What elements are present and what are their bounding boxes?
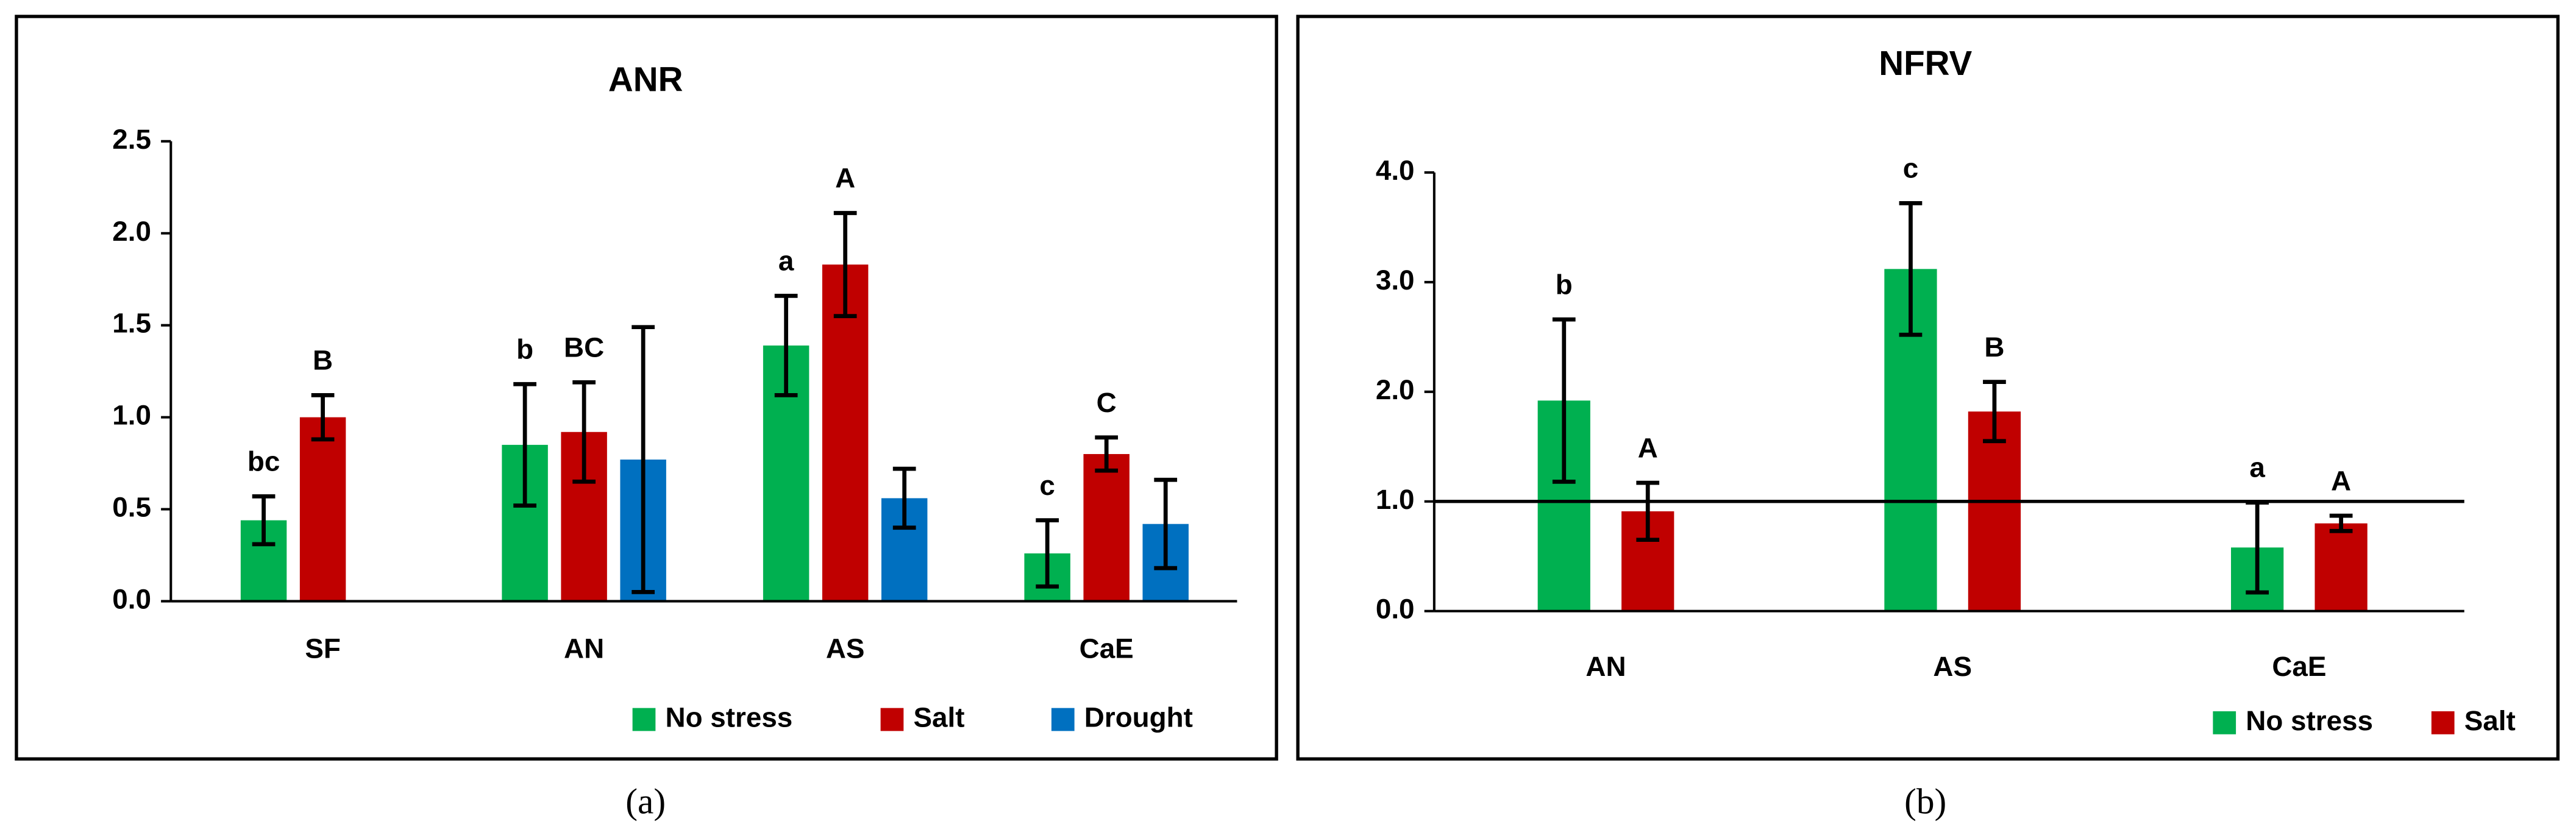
- panel-frame: [1296, 15, 2560, 761]
- y-tick-label: 3.0: [1376, 265, 1415, 296]
- legend-label: Drought: [1084, 702, 1193, 733]
- y-tick-label: 4.0: [1376, 155, 1415, 186]
- x-tick-label: AS: [1933, 651, 1972, 682]
- chart-title: NFRV: [1879, 44, 1972, 82]
- y-tick-label: 0.0: [112, 584, 151, 615]
- significance-letter: c: [1039, 470, 1055, 501]
- y-tick-label: 1.0: [1376, 484, 1415, 515]
- y-tick-label: 2.0: [112, 216, 151, 247]
- legend-swatch: [1051, 708, 1075, 731]
- significance-letter: B: [313, 345, 333, 376]
- bar: [299, 417, 346, 602]
- x-tick-label: AN: [1585, 651, 1626, 682]
- x-tick-label: AS: [826, 633, 865, 664]
- legend-swatch: [632, 708, 656, 731]
- y-tick-label: 2.0: [1376, 374, 1415, 405]
- significance-letter: c: [1903, 153, 1918, 184]
- significance-letter: a: [778, 246, 794, 277]
- x-tick-label: CaE: [2272, 651, 2326, 682]
- legend-swatch: [2431, 711, 2455, 734]
- legend-label: No stress: [666, 702, 793, 733]
- bar: [1083, 453, 1130, 602]
- bar: [822, 265, 869, 602]
- legend-label: Salt: [2464, 705, 2516, 736]
- x-tick-label: CaE: [1080, 633, 1134, 664]
- bar: [2314, 523, 2368, 611]
- significance-letter: b: [516, 333, 533, 364]
- y-tick-label: 2.5: [112, 124, 151, 155]
- y-tick-label: 1.5: [112, 308, 151, 339]
- legend-label: Salt: [914, 702, 965, 733]
- significance-letter: A: [2331, 465, 2351, 496]
- bar: [1968, 411, 2021, 611]
- y-tick-label: 0.5: [112, 492, 151, 523]
- legend-swatch: [880, 708, 904, 731]
- legend-label: No stress: [2246, 705, 2373, 736]
- significance-letter: A: [835, 163, 855, 194]
- chart-title: ANR: [608, 60, 683, 99]
- y-tick-label: 1.0: [112, 400, 151, 431]
- significance-letter: bc: [247, 446, 280, 477]
- significance-letter: a: [2249, 452, 2265, 483]
- caption: (a): [625, 781, 666, 821]
- significance-letter: B: [1984, 332, 2004, 363]
- significance-letter: A: [1638, 432, 1658, 463]
- x-tick-label: SF: [305, 633, 341, 664]
- legend-swatch: [2213, 711, 2236, 734]
- y-tick-label: 0.0: [1376, 594, 1415, 625]
- caption: (b): [1904, 781, 1946, 821]
- x-tick-label: AN: [564, 633, 604, 664]
- significance-letter: BC: [564, 332, 604, 363]
- significance-letter: C: [1097, 387, 1117, 418]
- panel-frame: [15, 15, 1278, 761]
- significance-letter: b: [1556, 269, 1573, 300]
